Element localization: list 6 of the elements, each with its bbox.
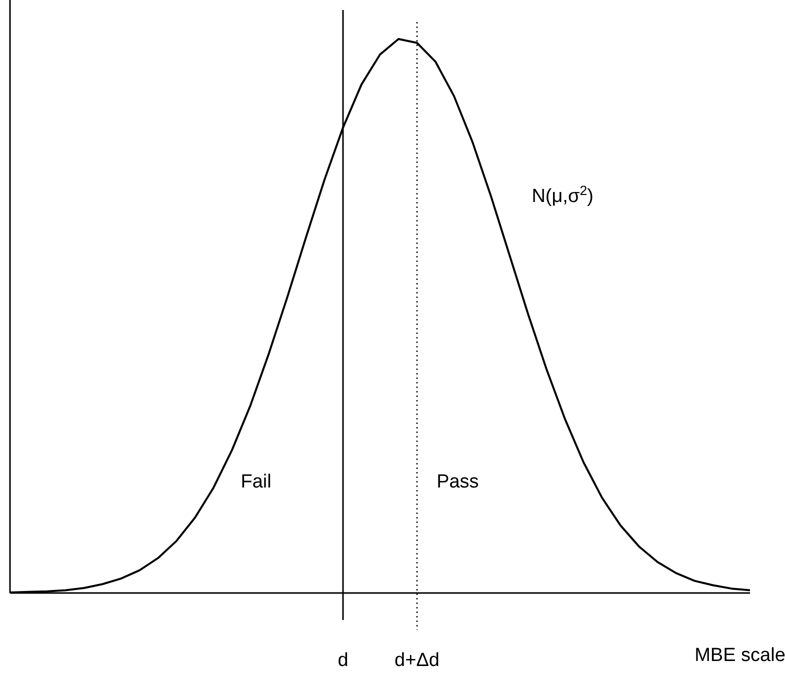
annotation: Pass	[436, 472, 479, 493]
x-tick-label: d+Δd	[394, 650, 440, 671]
annotation: Fail	[240, 472, 272, 493]
x-tick-label: d	[338, 650, 348, 671]
series-label: N(μ,σ$^{2}$)	[532, 182, 594, 208]
x-axis-title: MBE scale	[694, 645, 785, 666]
